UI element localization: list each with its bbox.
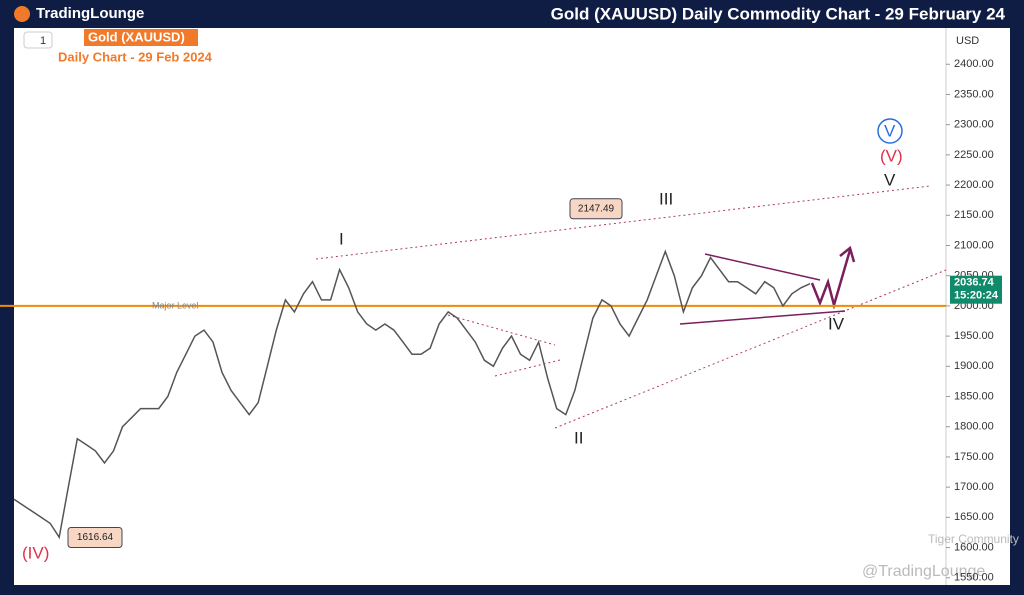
- y-tick-label: 1950.00: [954, 330, 994, 342]
- header-title: Gold (XAUUSD) Daily Commodity Chart - 29…: [551, 4, 1006, 23]
- watermark: Tiger Community: [928, 532, 1019, 546]
- y-tick-label: 2100.00: [954, 239, 994, 251]
- wave-label: II: [574, 428, 583, 447]
- last-price-box: [950, 275, 1002, 304]
- y-tick-label: 2200.00: [954, 179, 994, 191]
- y-tick-label: 2400.00: [954, 58, 994, 70]
- logo: TradingLounge: [36, 5, 144, 22]
- y-tick-label: 1900.00: [954, 360, 994, 372]
- price-callout-text: 2147.49: [578, 203, 615, 214]
- y-tick-label: 1650.00: [954, 511, 994, 523]
- wave-label: V: [884, 170, 896, 189]
- y-tick-label: 1600.00: [954, 541, 994, 553]
- symbol-box: [84, 29, 198, 46]
- wave-circle: [877, 118, 903, 144]
- wave-label: I: [339, 229, 344, 248]
- watermark: @TradingLounge: [862, 563, 985, 580]
- y-tick-label: 2300.00: [954, 119, 994, 131]
- countdown: 15:20:24: [954, 290, 999, 302]
- y-tick-label: 1800.00: [954, 421, 994, 433]
- interval[interactable]: 1: [40, 35, 46, 47]
- y-tick-label: 1700.00: [954, 481, 994, 493]
- triangle: [679, 245, 856, 325]
- y-tick-label: 1750.00: [954, 451, 994, 463]
- wave-label: (V): [880, 146, 903, 165]
- interval-button[interactable]: [23, 31, 53, 49]
- y-tick-label: 1850.00: [954, 390, 994, 402]
- chart-title: Gold (XAUUSD): [88, 29, 185, 44]
- price-line: [13, 249, 811, 540]
- wave-label: V: [884, 121, 896, 140]
- major-level-label: Major Level: [152, 300, 199, 310]
- y-tick-label: 2350.00: [954, 88, 994, 100]
- price-callout: [67, 526, 123, 548]
- y-tick-label: 2150.00: [954, 209, 994, 221]
- chart-subtitle: Daily Chart - 29 Feb 2024: [58, 49, 213, 64]
- price-callout-text: 1616.64: [77, 532, 114, 543]
- wave-label: IV: [828, 314, 845, 333]
- last-price: 2036.74: [954, 277, 995, 289]
- y-tick-label: 1550.00: [954, 572, 994, 584]
- trend-lines: [315, 185, 947, 429]
- wave-label: (IV): [22, 543, 49, 562]
- wave-label: III: [659, 189, 673, 208]
- y-tick-label: 2250.00: [954, 149, 994, 161]
- price-callout: [569, 198, 623, 220]
- logo-icon: [14, 6, 30, 22]
- currency[interactable]: USD: [956, 35, 979, 47]
